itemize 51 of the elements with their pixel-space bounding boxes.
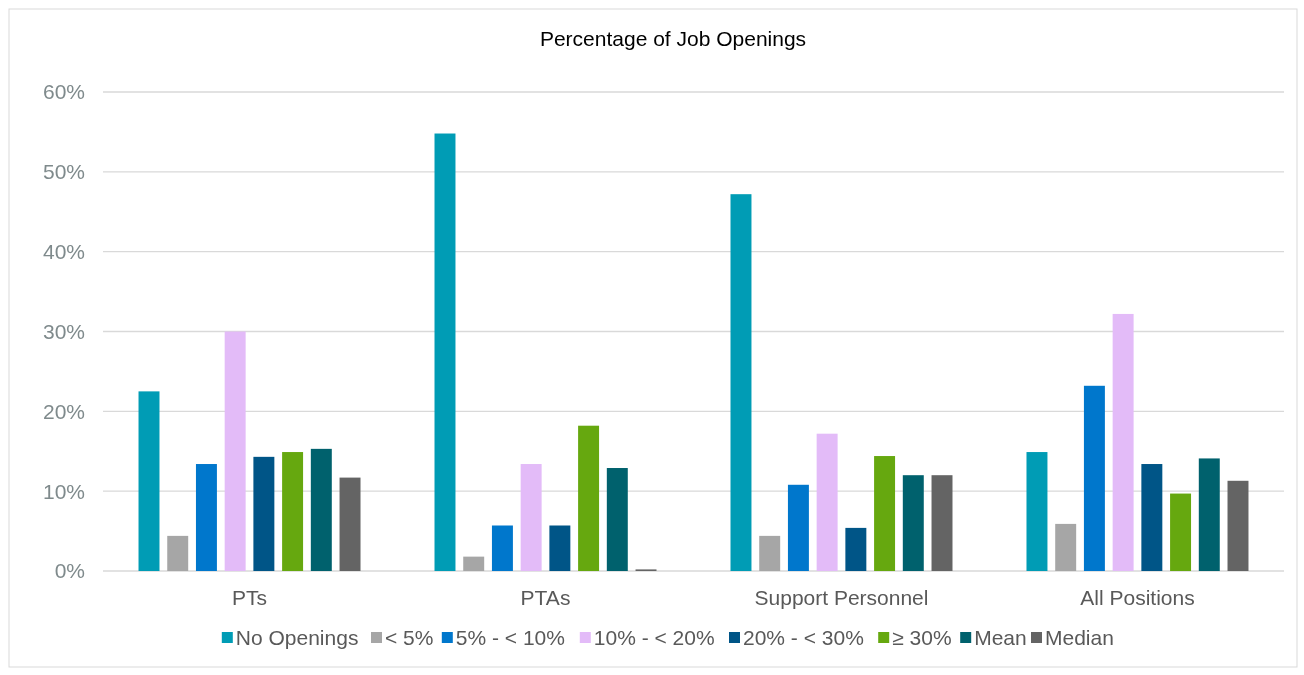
bar xyxy=(1026,452,1048,571)
y-tick-label: 60% xyxy=(42,80,85,104)
bar xyxy=(195,464,217,571)
y-tick-label: 40% xyxy=(42,240,85,264)
bar xyxy=(282,452,304,571)
bar xyxy=(310,448,332,571)
chart-title: Percentage of Job Openings xyxy=(539,27,807,50)
bar xyxy=(253,456,275,571)
bar xyxy=(1170,493,1192,571)
legend-label: < 5% xyxy=(385,626,434,650)
bar xyxy=(845,527,867,571)
legend-label: 5% - < 10% xyxy=(455,626,565,650)
bar xyxy=(1227,480,1249,571)
bar xyxy=(759,535,781,571)
x-tick-label: PTAs xyxy=(520,586,571,609)
bar xyxy=(463,556,485,571)
legend-label: 20% - < 30% xyxy=(743,626,864,650)
x-tick-label: PTs xyxy=(232,586,268,609)
legend-label: No Openings xyxy=(235,626,359,650)
bar xyxy=(1112,313,1134,571)
bar xyxy=(816,433,838,571)
bar xyxy=(578,425,600,571)
y-tick-label: 30% xyxy=(42,319,85,343)
x-tick-label: Support Personnel xyxy=(754,586,929,609)
bar xyxy=(167,535,189,571)
bar xyxy=(902,475,924,571)
y-tick-label: 50% xyxy=(42,160,85,184)
bar xyxy=(224,331,246,571)
bar xyxy=(1141,464,1163,571)
bar xyxy=(434,133,456,571)
bar xyxy=(1198,458,1220,571)
legend-label: Median xyxy=(1045,626,1114,650)
y-tick-label: 0% xyxy=(54,559,85,583)
bar xyxy=(1083,385,1105,571)
y-tick-label: 20% xyxy=(42,399,85,423)
bar xyxy=(874,456,896,571)
legend-label: Mean xyxy=(974,626,1027,650)
legend-label: ≥ 30% xyxy=(892,626,952,650)
bar xyxy=(491,525,513,571)
bar xyxy=(931,475,953,571)
bar xyxy=(138,391,160,571)
y-tick-label: 10% xyxy=(42,479,85,503)
bar xyxy=(730,194,752,571)
bar xyxy=(606,468,628,571)
bar xyxy=(787,484,809,571)
bar xyxy=(1055,523,1077,571)
bar xyxy=(520,464,542,571)
bar xyxy=(549,525,571,571)
x-tick-label: All Positions xyxy=(1080,586,1195,609)
bar xyxy=(339,477,361,571)
legend-label: 10% - < 20% xyxy=(593,626,715,650)
